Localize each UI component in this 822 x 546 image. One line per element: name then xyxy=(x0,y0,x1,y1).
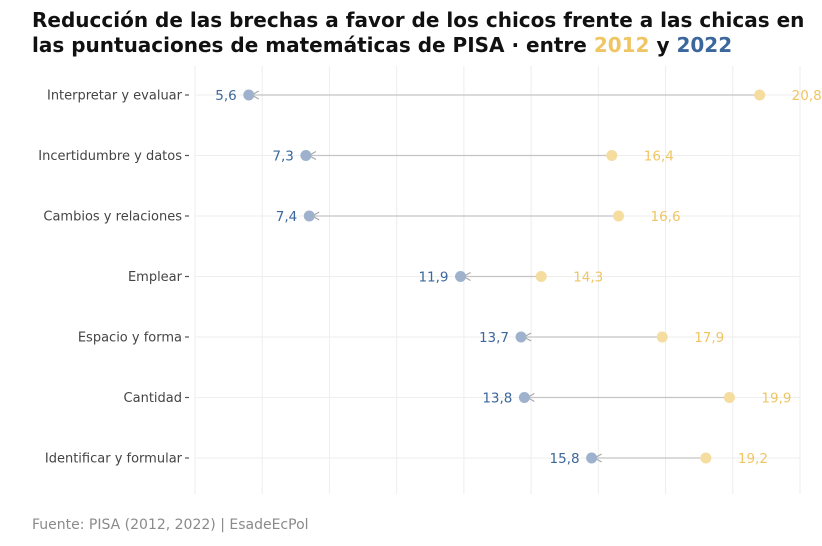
point-2012 xyxy=(613,210,624,222)
data-label-2022: 13,7 xyxy=(479,330,509,346)
data-label-2012: 17,9 xyxy=(694,330,724,346)
point-2012 xyxy=(656,331,668,343)
point-2022 xyxy=(243,89,255,101)
point-2012 xyxy=(723,392,735,403)
title-year-2022: 2022 xyxy=(676,33,733,57)
data-label-2022: 15,8 xyxy=(550,451,580,467)
point-2012 xyxy=(535,271,547,282)
data-label-2022: 7,3 xyxy=(272,149,293,165)
data-label-2012: 19,2 xyxy=(738,451,768,467)
data-label-2012: 16,6 xyxy=(651,209,681,225)
data-label-2012: 20,8 xyxy=(792,88,822,104)
point-2022 xyxy=(515,331,527,343)
data-label-2022: 7,4 xyxy=(276,209,297,225)
title-year-2012: 2012 xyxy=(593,33,650,57)
data-label-2022: 5,6 xyxy=(215,88,236,104)
data-label-2012: 14,3 xyxy=(573,270,603,286)
category-label: Identificar y formular xyxy=(45,452,183,467)
category-label: Incertidumbre y datos xyxy=(38,149,182,164)
category-label: Interpretar y evaluar xyxy=(47,89,183,104)
chart-title: Reducción de las brechas a favor de los … xyxy=(32,8,812,58)
point-2022 xyxy=(303,210,315,222)
point-2012 xyxy=(606,150,618,161)
category-label: Emplear xyxy=(128,270,183,285)
point-2022 xyxy=(518,392,530,403)
category-label: Cambios y relaciones xyxy=(43,210,182,225)
data-label-2022: 13,8 xyxy=(482,391,512,407)
point-2012 xyxy=(700,452,712,464)
category-label: Cantidad xyxy=(124,391,182,406)
data-label-2012: 16,4 xyxy=(644,149,674,165)
title-prefix: Reducción de las brechas a favor de los … xyxy=(32,8,805,57)
title-connector: y xyxy=(649,33,677,57)
data-label-2012: 19,9 xyxy=(761,391,791,407)
point-2022 xyxy=(455,271,467,282)
point-2022 xyxy=(300,150,312,161)
point-2022 xyxy=(586,452,598,464)
category-label: Espacio y forma xyxy=(78,331,182,346)
data-label-2022: 11,9 xyxy=(418,270,448,286)
point-2012 xyxy=(754,89,766,101)
source-note: Fuente: PISA (2012, 2022) | EsadeEcPol xyxy=(32,517,309,533)
